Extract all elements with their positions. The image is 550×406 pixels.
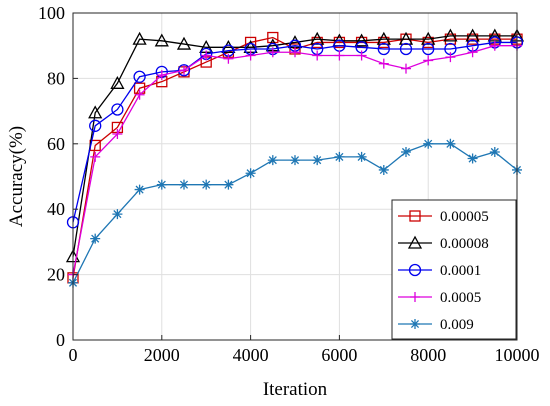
point-marker-triangle xyxy=(376,31,391,45)
legend-label: 0.0005 xyxy=(440,290,481,306)
point-marker-asterisk xyxy=(378,164,389,175)
y-tick-label: 40 xyxy=(47,199,65,219)
point-marker-plus xyxy=(334,50,345,61)
point-marker-circle xyxy=(408,263,422,277)
point-marker-plus xyxy=(423,55,434,66)
y-axis-title: Accuracy(%) xyxy=(6,126,27,227)
point-marker-triangle xyxy=(221,39,236,53)
point-marker-asterisk xyxy=(179,179,189,190)
point-marker-circle xyxy=(377,42,390,56)
point-marker-square xyxy=(409,210,421,222)
point-marker-plus xyxy=(378,58,389,69)
point-marker-asterisk xyxy=(445,138,456,149)
point-marker-triangle xyxy=(310,31,325,45)
legend-item: 0.0001 xyxy=(398,263,481,279)
point-marker-plus xyxy=(410,292,420,302)
point-marker-plus xyxy=(201,50,212,61)
point-marker-circle xyxy=(89,119,102,132)
point-marker-asterisk xyxy=(356,151,367,162)
point-marker-triangle xyxy=(110,75,125,89)
point-marker-triangle xyxy=(443,28,458,42)
x-tick-label: 6000 xyxy=(321,345,357,365)
point-marker-circle xyxy=(399,42,413,56)
point-marker-asterisk xyxy=(267,155,278,166)
x-tick-label: 4000 xyxy=(233,345,269,365)
y-tick-label: 80 xyxy=(47,68,65,88)
point-marker-triangle xyxy=(132,31,147,45)
point-marker-asterisk xyxy=(201,179,212,190)
point-marker-asterisk xyxy=(90,233,101,244)
point-marker-plus xyxy=(245,50,256,61)
point-marker-triangle xyxy=(176,36,192,50)
point-marker-asterisk xyxy=(156,179,167,190)
legend: 0.00005 0.00008 0.0001 0.0005 0.009 xyxy=(391,199,517,340)
point-marker-circle xyxy=(111,103,124,116)
point-marker-asterisk xyxy=(312,155,323,166)
point-marker-plus xyxy=(312,50,323,61)
point-marker-plus xyxy=(90,151,101,162)
legend-label: 0.00008 xyxy=(440,236,489,252)
point-marker-asterisk xyxy=(245,168,256,179)
series-line xyxy=(72,35,517,257)
legend-item: 0.00005 xyxy=(398,209,489,225)
point-marker-plus xyxy=(112,128,123,139)
point-marker-asterisk xyxy=(489,146,500,157)
x-tick-label: 10000 xyxy=(495,345,540,365)
point-marker-asterisk xyxy=(423,138,434,149)
point-marker-asterisk xyxy=(401,146,411,157)
point-marker-plus xyxy=(223,53,234,64)
point-marker-plus xyxy=(156,70,167,81)
point-marker-asterisk xyxy=(467,153,478,164)
point-marker-triangle xyxy=(465,28,480,42)
point-marker-triangle xyxy=(407,235,423,249)
x-tick-label: 0 xyxy=(69,345,78,365)
point-marker-plus xyxy=(290,47,300,58)
point-marker-plus xyxy=(356,50,367,61)
point-marker-plus xyxy=(179,65,189,76)
point-marker-circle xyxy=(133,70,146,83)
point-marker-asterisk xyxy=(334,151,345,162)
y-tick-label: 20 xyxy=(47,265,65,285)
point-marker-triangle xyxy=(398,31,414,45)
point-marker-plus xyxy=(401,63,411,74)
series-0.00008 xyxy=(65,28,525,263)
point-marker-triangle xyxy=(421,31,436,45)
legend-label: 0.009 xyxy=(440,317,474,333)
point-marker-triangle xyxy=(354,33,369,47)
legend-item: 0.00008 xyxy=(398,235,489,252)
legend-item: 0.009 xyxy=(398,317,474,333)
point-marker-triangle xyxy=(154,33,169,47)
point-marker-triangle xyxy=(88,105,103,119)
point-marker-plus xyxy=(134,89,145,100)
point-marker-asterisk xyxy=(223,179,234,190)
point-marker-plus xyxy=(445,52,456,63)
x-axis-title: Iteration xyxy=(263,379,328,400)
legend-item: 0.0005 xyxy=(398,290,481,306)
point-marker-asterisk xyxy=(112,209,123,220)
point-marker-asterisk xyxy=(290,155,300,166)
point-marker-asterisk xyxy=(134,184,145,195)
x-tick-label: 8000 xyxy=(410,345,446,365)
point-marker-plus xyxy=(489,40,500,51)
point-marker-square xyxy=(267,31,279,44)
point-marker-circle xyxy=(177,64,191,77)
series-line xyxy=(72,41,517,223)
point-marker-plus xyxy=(267,47,278,58)
plot-area-frame xyxy=(72,12,518,341)
legend-label: 0.00005 xyxy=(440,209,489,225)
y-tick-label: 100 xyxy=(38,3,65,23)
point-marker-circle xyxy=(422,42,435,56)
x-tick-label: 2000 xyxy=(144,345,180,365)
point-marker-asterisk xyxy=(410,319,420,329)
y-tick-label: 60 xyxy=(47,134,65,154)
legend-label: 0.0001 xyxy=(440,263,481,279)
series-0.009 xyxy=(68,138,522,288)
y-tick-label: 0 xyxy=(56,330,65,350)
point-marker-plus xyxy=(467,47,478,58)
